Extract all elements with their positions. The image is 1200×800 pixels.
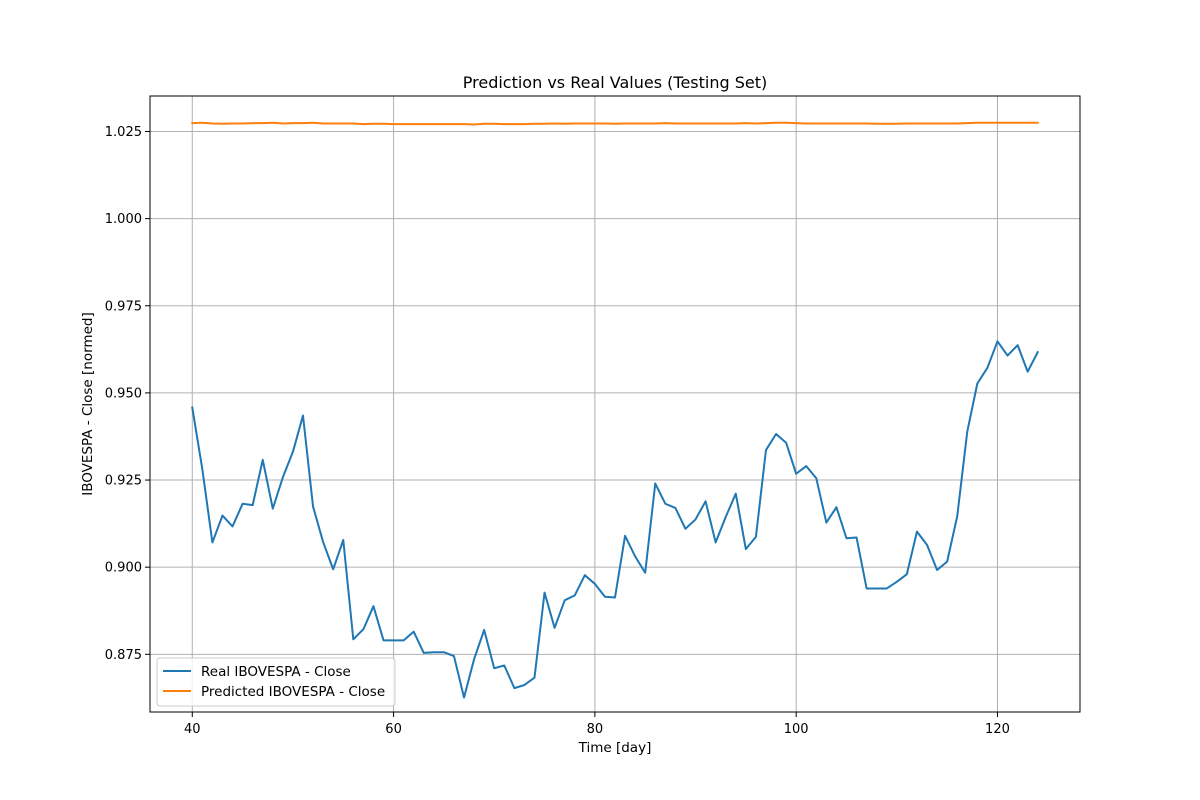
x-tick-label: 40 bbox=[184, 722, 201, 737]
x-tick-label: 60 bbox=[385, 722, 402, 737]
y-tick-label: 0.925 bbox=[105, 474, 142, 489]
series-line-real bbox=[191, 340, 1040, 699]
y-axis-label: IBOVESPA - Close [normed] bbox=[80, 312, 96, 495]
y-tick-label: 0.950 bbox=[105, 386, 142, 401]
chart-title: Prediction vs Real Values (Testing Set) bbox=[463, 73, 768, 92]
y-tick-label: 1.000 bbox=[105, 212, 142, 227]
legend: Real IBOVESPA - Close Predicted IBOVESPA… bbox=[156, 657, 396, 707]
series-line-predicted bbox=[191, 121, 1039, 126]
x-tick-label: 80 bbox=[587, 722, 604, 737]
legend-label-predicted: Predicted IBOVESPA - Close bbox=[201, 684, 385, 700]
legend-box bbox=[156, 657, 396, 707]
x-tick-label: 100 bbox=[784, 722, 809, 737]
x-tick-label: 120 bbox=[985, 722, 1010, 737]
plot-frame bbox=[149, 95, 1081, 713]
y-tick-label: 0.975 bbox=[105, 299, 142, 314]
y-tick-label: 1.025 bbox=[105, 125, 142, 140]
axis-ticks: 40 60 80 100 120 0.875 0.900 0.925 0.950 0.975 1.0… bbox=[105, 125, 1010, 737]
grid-lines bbox=[150, 96, 1080, 712]
plot-series bbox=[191, 121, 1040, 699]
y-tick-label: 0.900 bbox=[105, 561, 142, 576]
legend-label-real: Real IBOVESPA - Close bbox=[201, 664, 351, 680]
y-tick-label: 0.875 bbox=[105, 648, 142, 663]
x-axis-label: Time [day] bbox=[578, 740, 652, 756]
